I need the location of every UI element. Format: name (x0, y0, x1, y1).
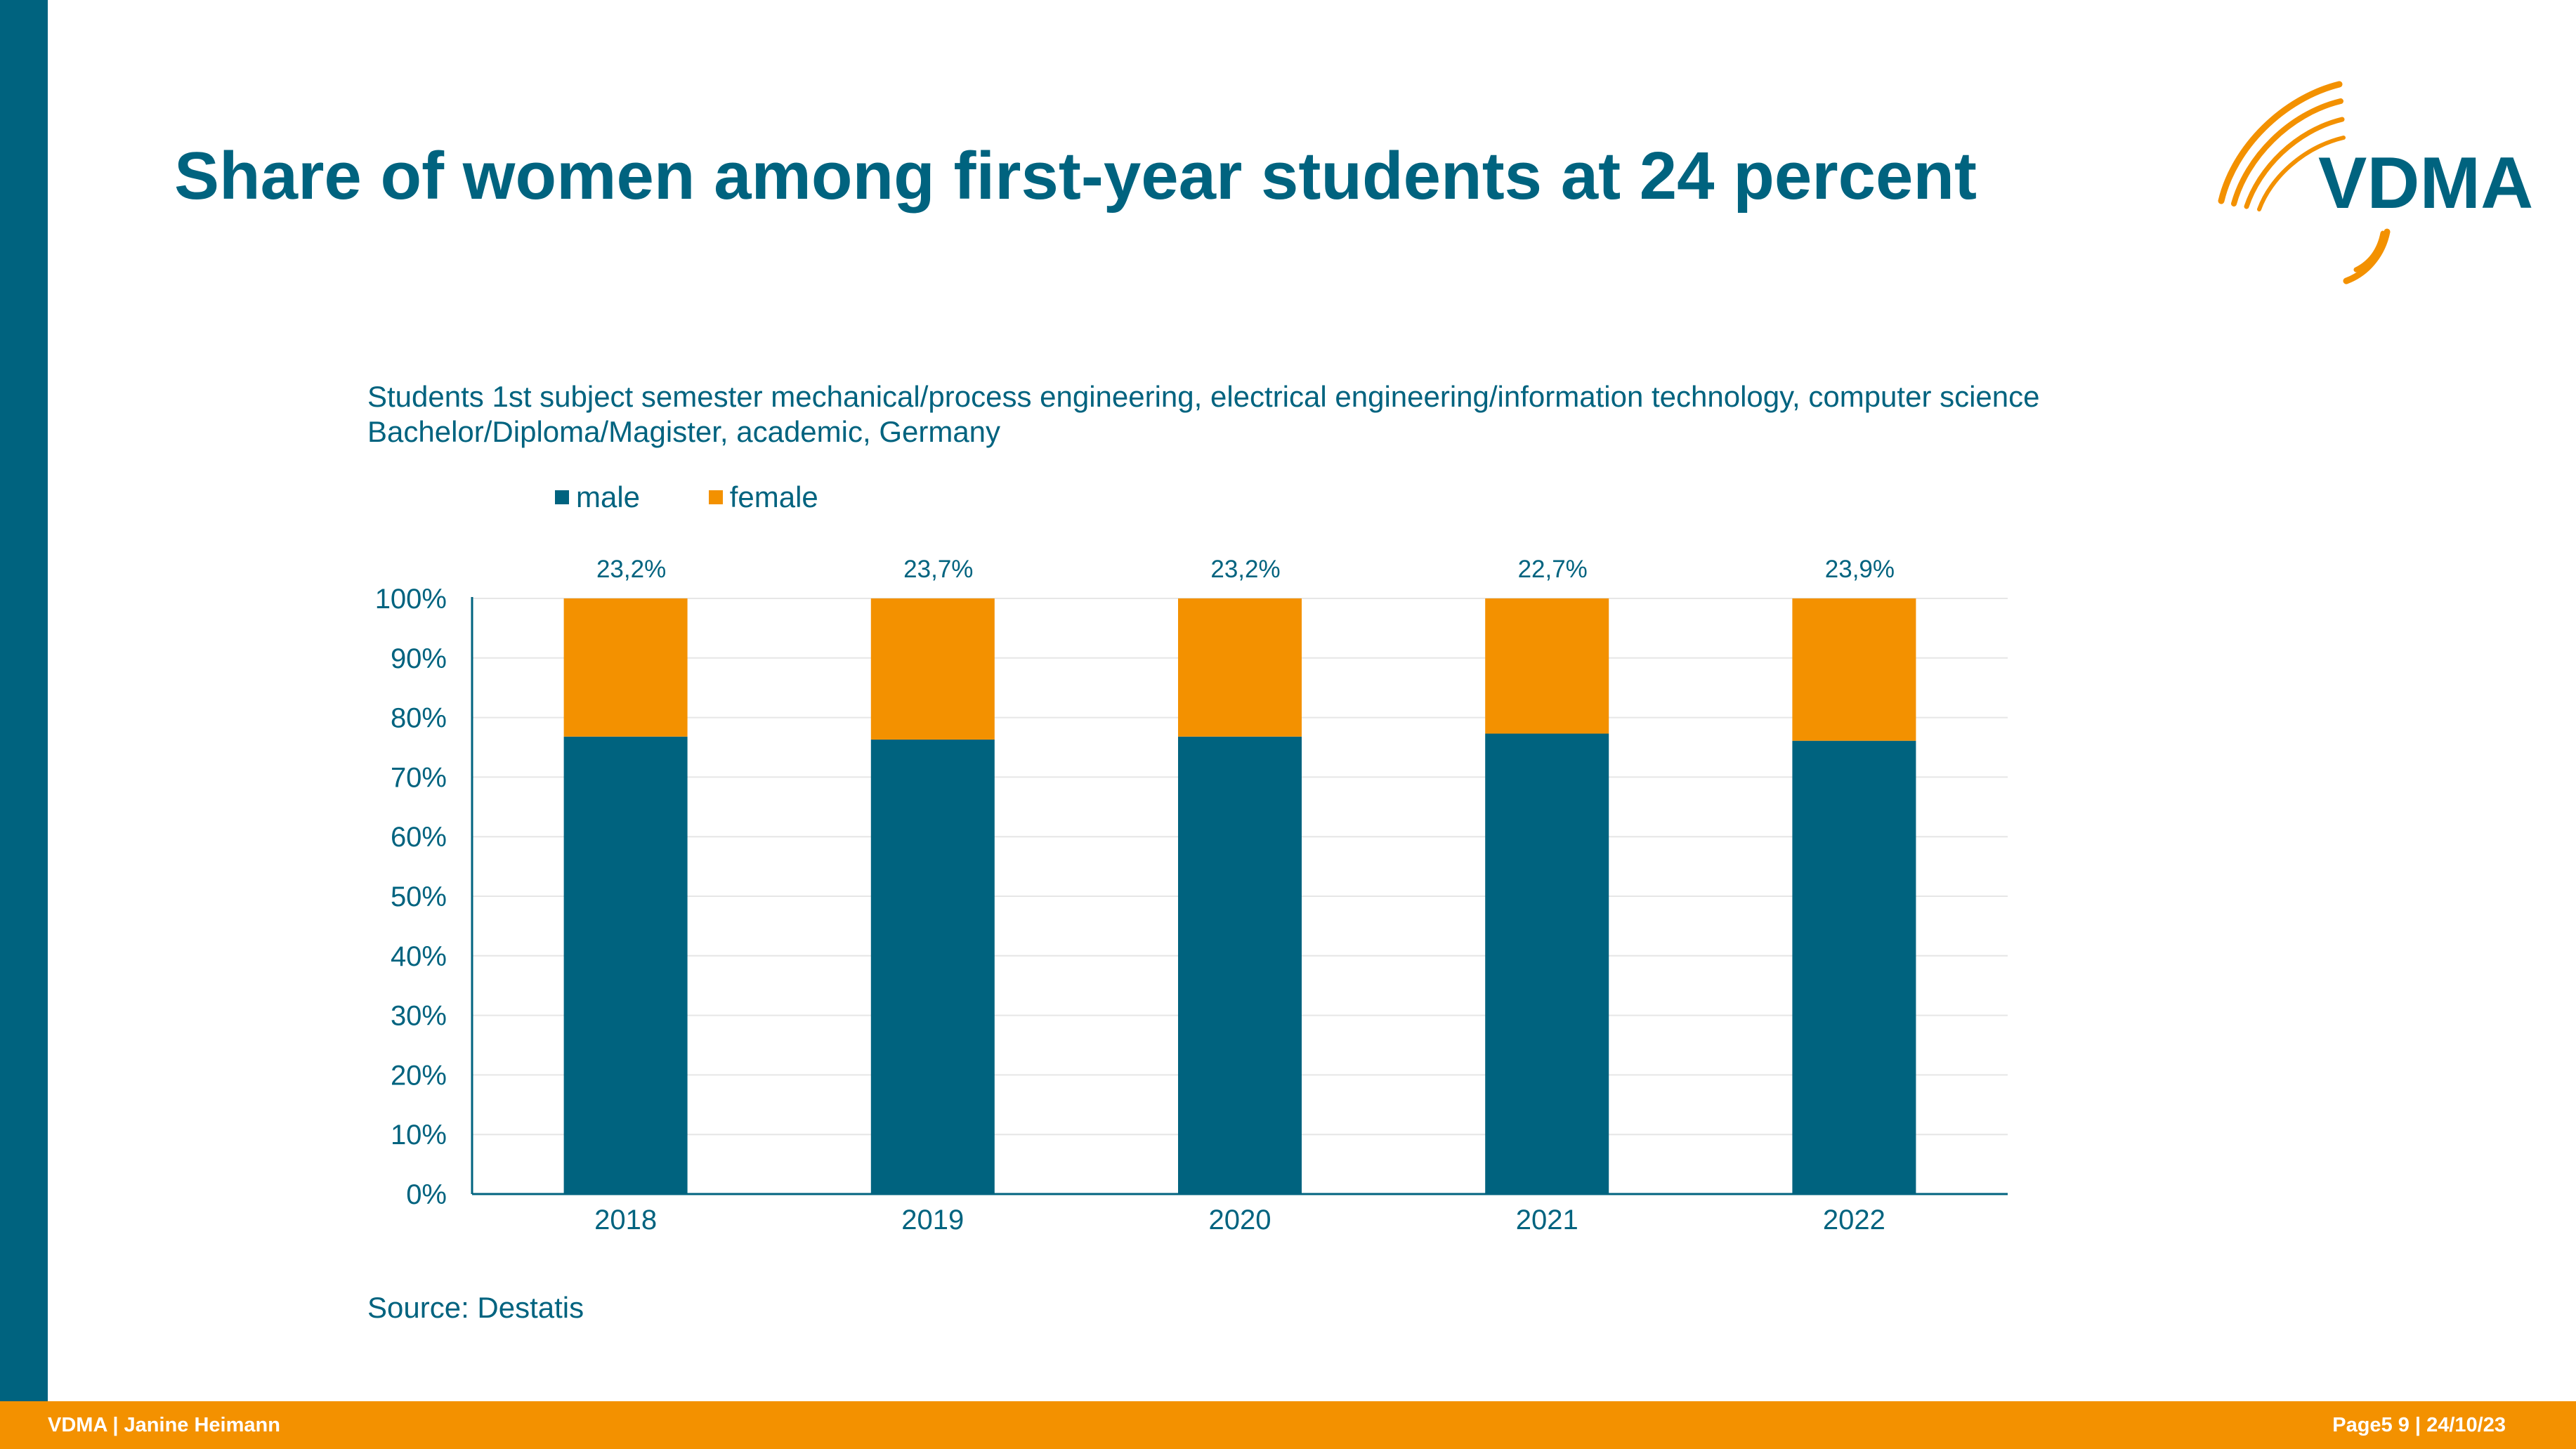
y-tick-label: 40% (391, 941, 447, 972)
bar-male-2020 (1178, 736, 1302, 1194)
x-tick-label-2020: 2020 (1209, 1205, 1271, 1235)
data-label-2019: 23,7% (903, 556, 973, 583)
bar-male-2022 (1792, 740, 1916, 1194)
footer-bar: VDMA | Janine Heimann Page5 9 | 24/10/23 (0, 1401, 2576, 1449)
legend-item-male: male (555, 480, 640, 514)
y-tick-label: 50% (391, 881, 447, 912)
y-tick-label: 100% (375, 584, 447, 615)
svg-text:VDMA: VDMA (2318, 143, 2533, 224)
vdma-logo: VDMA (2206, 70, 2543, 295)
data-label-2022: 23,9% (1825, 556, 1895, 583)
legend-label-female: female (729, 480, 818, 513)
y-tick-label: 20% (391, 1060, 447, 1091)
chart-subtitle: Students 1st subject semester mechanical… (367, 379, 2040, 450)
footer-author: VDMA | Janine Heimann (48, 1414, 280, 1436)
y-tick-label: 90% (391, 643, 447, 674)
chart-svg: 0% 10% 20% 30% 40% 50% 60% 70% 80% 90% 100% 23,2% 20… (375, 556, 2008, 1235)
y-tick-label: 60% (391, 822, 447, 853)
bar-female-2019 (870, 598, 995, 740)
bar-female-2020 (1178, 598, 1302, 737)
bar-male-2018 (563, 736, 688, 1194)
x-tick-label-2018: 2018 (594, 1205, 657, 1235)
data-label-2021: 22,7% (1518, 556, 1588, 583)
legend-swatch-male (555, 490, 569, 504)
legend-swatch-female (708, 490, 723, 504)
bar-male-2019 (870, 739, 995, 1194)
y-tick-label: 30% (391, 1001, 447, 1032)
x-tick-label-2022: 2022 (1823, 1205, 1885, 1235)
legend-label-male: male (576, 480, 641, 513)
x-tick-label-2021: 2021 (1516, 1205, 1578, 1235)
side-accent-bar (0, 0, 48, 1401)
page-title: Share of women among first-year students… (174, 138, 1977, 214)
data-label-2018: 23,2% (596, 556, 666, 583)
source-note: Source: Destatis (367, 1291, 584, 1324)
bar-male-2021 (1485, 733, 1609, 1194)
chart-legend: male female (555, 478, 879, 514)
chart-subtitle-line-2: Bachelor/Diploma/Magister, academic, Ger… (367, 415, 1001, 448)
y-tick-label: 80% (391, 703, 447, 734)
y-tick-label: 10% (391, 1120, 447, 1150)
chart-subtitle-line-1: Students 1st subject semester mechanical… (367, 380, 2040, 413)
data-label-2020: 23,2% (1210, 556, 1280, 583)
legend-item-female: female (708, 480, 818, 514)
y-tick-label: 0% (406, 1179, 447, 1210)
stacked-bar-chart: 0% 10% 20% 30% 40% 50% 60% 70% 80% 90% 100% 23,2% 20… (337, 548, 2023, 1257)
bar-female-2021 (1485, 598, 1609, 734)
bar-female-2018 (563, 598, 688, 737)
x-tick-label-2019: 2019 (901, 1205, 964, 1235)
y-tick-label: 70% (391, 762, 447, 793)
footer-page-info: Page5 9 | 24/10/23 (2332, 1414, 2506, 1436)
bar-female-2022 (1792, 598, 1916, 741)
